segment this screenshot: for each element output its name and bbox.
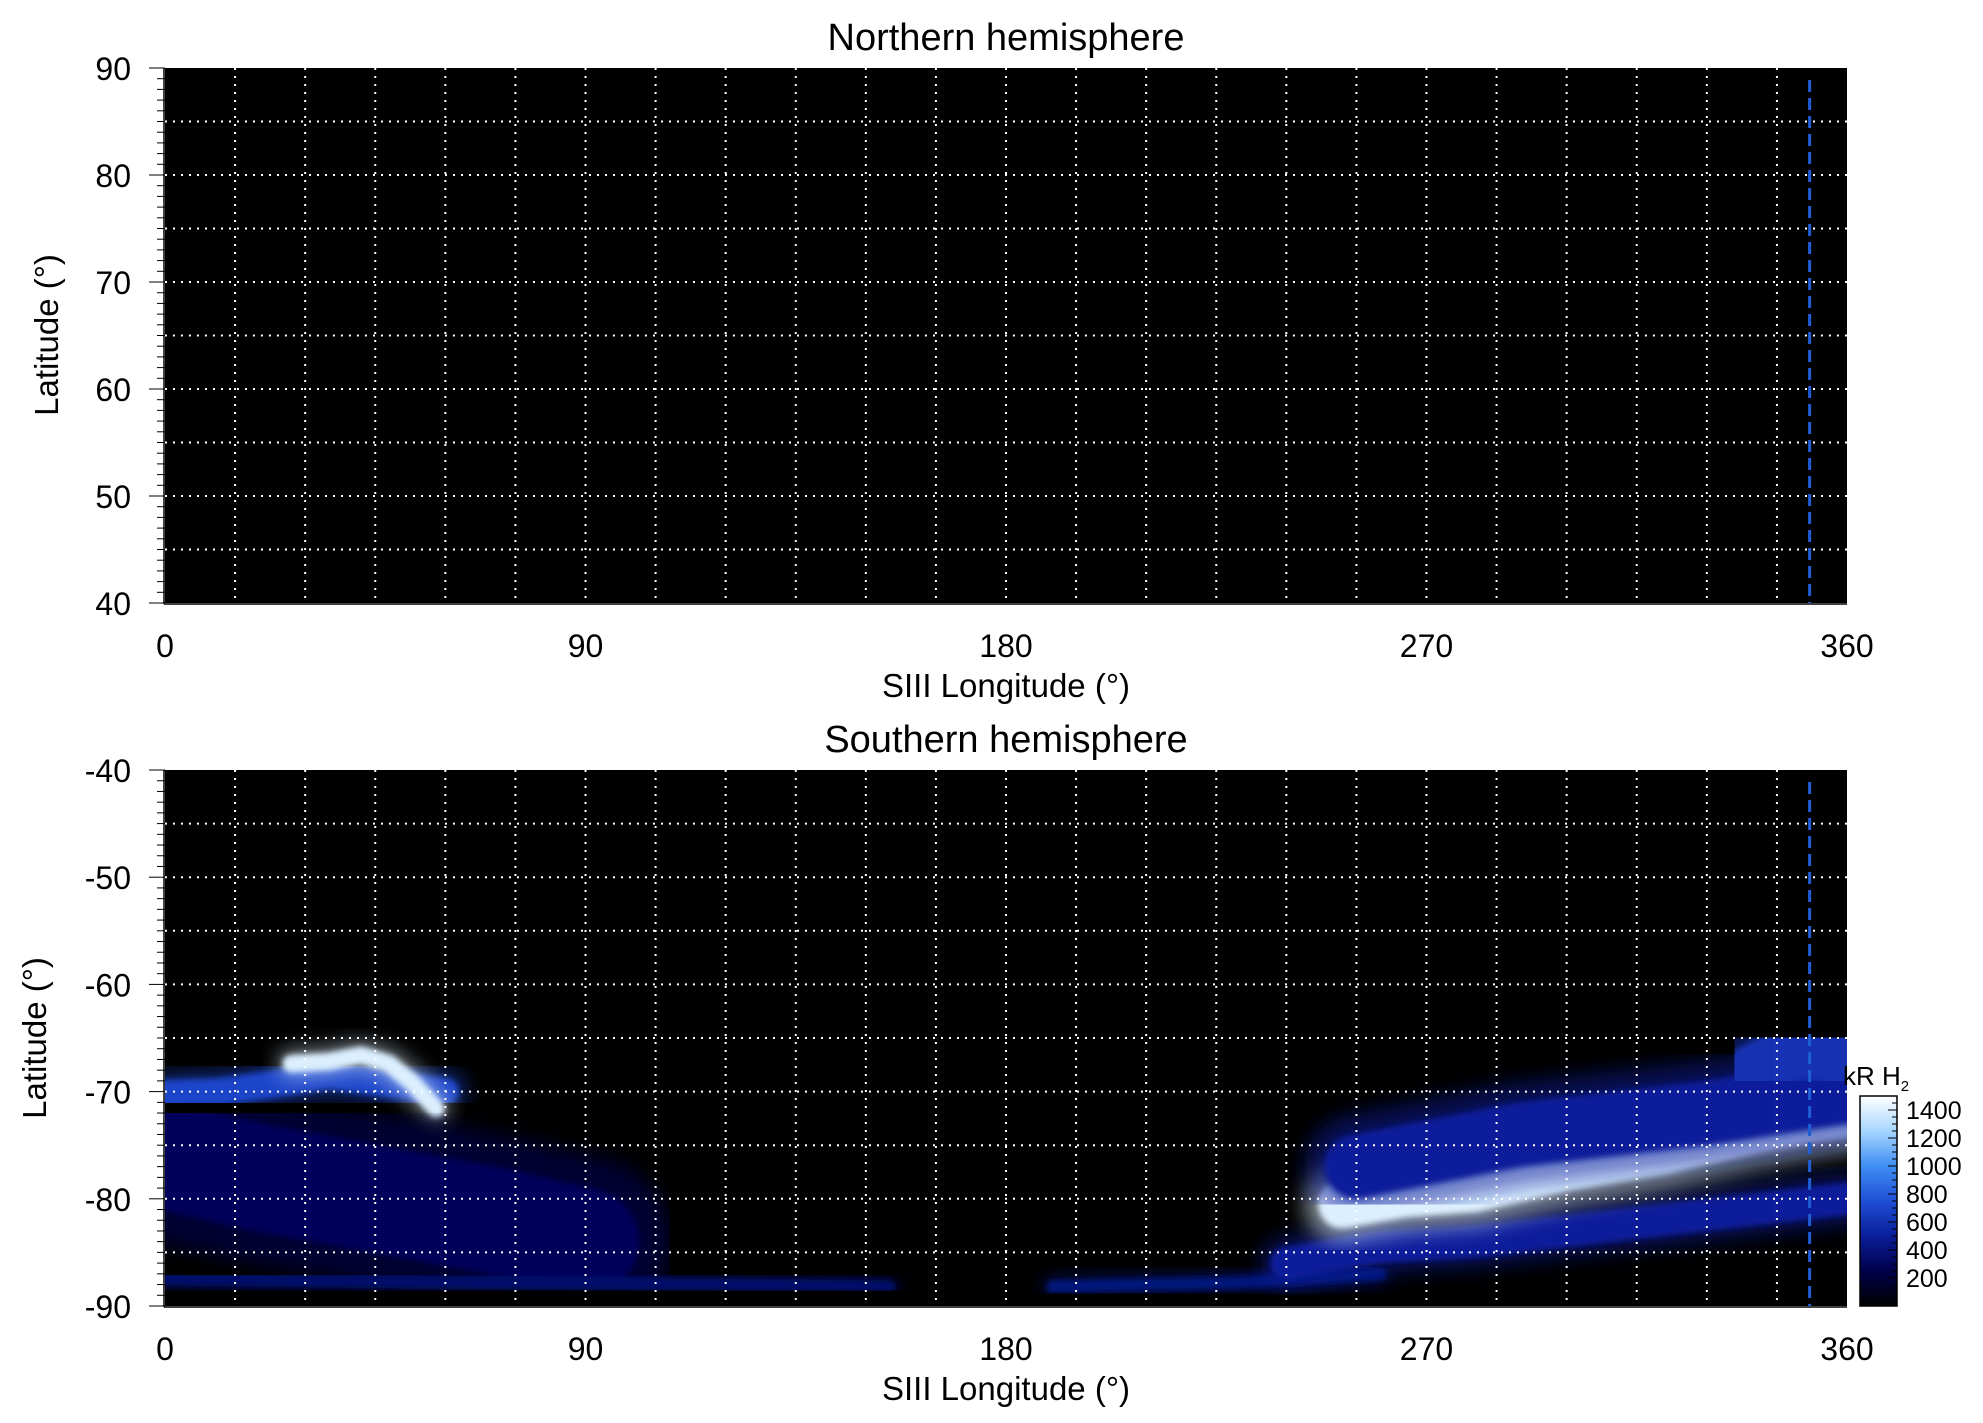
south-axes: -90 -80 -70 -60 -50 -40 0 90 180 270 360 (85, 753, 1874, 1367)
x-tick-label: 0 (156, 628, 174, 664)
south-emission-layer (165, 1005, 1847, 1306)
x-tick-label: 360 (1820, 1331, 1873, 1367)
north-panel: Northern hemisphere 40 50 60 70 80 90 0 90 180 27… (28, 17, 1874, 704)
colorbar-tick-label: 1200 (1906, 1125, 1962, 1153)
y-tick-label: -70 (85, 1075, 131, 1111)
x-tick-label: 90 (568, 628, 604, 664)
x-tick-label: 270 (1400, 1331, 1453, 1367)
colorbar-tick-label: 800 (1906, 1181, 1948, 1209)
emission-region (1270, 1182, 1847, 1280)
y-tick-label: 70 (95, 265, 131, 301)
emission-region (165, 1272, 896, 1294)
north-x-label: SIII Longitude (°) (882, 667, 1130, 704)
x-tick-label: 90 (568, 1331, 604, 1367)
x-tick-label: 270 (1400, 628, 1453, 664)
colorbar-label-text: kR H (1843, 1061, 1901, 1091)
south-grid (165, 770, 1847, 1306)
colorbar-tick-label: 1400 (1906, 1097, 1962, 1125)
colorbar-tick-label: 200 (1906, 1265, 1948, 1293)
south-x-label: SIII Longitude (°) (882, 1370, 1130, 1407)
y-tick-label: 80 (95, 158, 131, 194)
colorbar-tick-label: 400 (1906, 1237, 1948, 1265)
y-tick-label: -80 (85, 1182, 131, 1218)
y-tick-label: 90 (95, 51, 131, 87)
south-title: Southern hemisphere (824, 719, 1187, 761)
x-tick-label: 360 (1820, 628, 1873, 664)
colorbar-tick-label: 1000 (1906, 1153, 1962, 1181)
y-tick-label: -90 (85, 1289, 131, 1325)
south-y-label: Latitude (°) (16, 957, 53, 1119)
y-tick-label: -60 (85, 967, 131, 1003)
y-tick-label: -50 (85, 860, 131, 896)
colorbar-label: kR H2 (1843, 1061, 1909, 1095)
colorbar-gradient (1859, 1095, 1898, 1307)
north-grid (165, 68, 1847, 603)
north-axes: 40 50 60 70 80 90 0 90 180 270 360 (95, 51, 1873, 664)
emission-region (1726, 1021, 1847, 1097)
north-y-label: Latitude (°) (28, 254, 65, 416)
south-panel: Southern hemisphere -90 -80 -70 -60 -50 -40 0 9… (16, 719, 1874, 1407)
colorbar-tick-label: 600 (1906, 1209, 1948, 1237)
colorbar-label-subscript: 2 (1901, 1078, 1909, 1095)
emission-region (165, 1102, 640, 1296)
y-tick-label: 50 (95, 479, 131, 515)
x-tick-label: 180 (979, 628, 1032, 664)
y-tick-label: -40 (85, 753, 131, 789)
x-tick-label: 0 (156, 1331, 174, 1367)
north-title: Northern hemisphere (828, 17, 1185, 59)
y-tick-label: 60 (95, 372, 131, 408)
x-tick-label: 180 (979, 1331, 1032, 1367)
y-tick-label: 40 (95, 586, 131, 622)
